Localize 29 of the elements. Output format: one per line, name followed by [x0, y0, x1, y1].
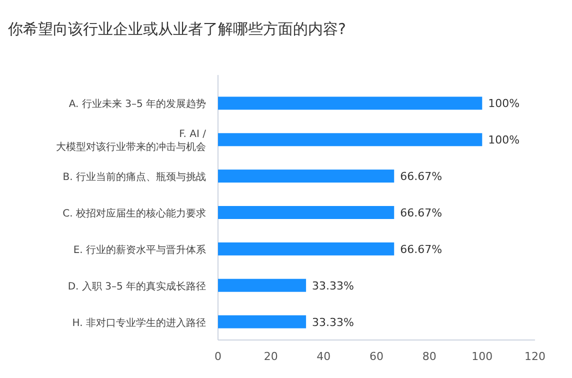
data-label: 100% [488, 134, 520, 147]
bar [218, 315, 306, 328]
x-tick-label: 60 [370, 350, 384, 363]
y-tick-label: E. 行业的薪资水平与晋升体系 [73, 244, 206, 256]
x-tick-label: 40 [316, 350, 331, 363]
bar [218, 170, 394, 183]
y-tick-label: A. 行业未来 3–5 年的发展趋势 [68, 98, 206, 110]
x-tick-label: 0 [214, 350, 222, 363]
data-label: 66.67% [400, 242, 442, 256]
bar [218, 96, 482, 110]
chart-title: 你希望向该行业企业或从业者了解哪些方面的内容? [7, 20, 346, 38]
y-tick-label: H. 非对口专业学生的进入路径 [72, 316, 206, 329]
data-label: 100% [488, 97, 520, 110]
x-tick-label: 100 [472, 350, 493, 363]
data-label: 33.33% [312, 279, 354, 292]
bar [218, 278, 306, 292]
x-tick-label: 120 [524, 350, 546, 363]
data-label: 66.67% [400, 206, 442, 220]
bar [218, 206, 394, 219]
bar [218, 133, 482, 146]
y-tick-label: C. 校招对应届生的核心能力要求 [62, 208, 206, 220]
data-label: 66.67% [400, 170, 442, 184]
data-label: 33.33% [312, 316, 354, 329]
y-tick-label: D. 入职 3–5 年的真实成长路径 [68, 280, 206, 292]
x-tick-label: 80 [422, 350, 436, 363]
x-tick-label: 20 [264, 350, 278, 363]
bar [218, 242, 394, 256]
y-tick-label: F. AI / 大模型对该行业带来的冲击与机会 [56, 129, 207, 154]
y-tick-label: B. 行业当前的痛点、瓶颈与挑战 [62, 171, 206, 184]
